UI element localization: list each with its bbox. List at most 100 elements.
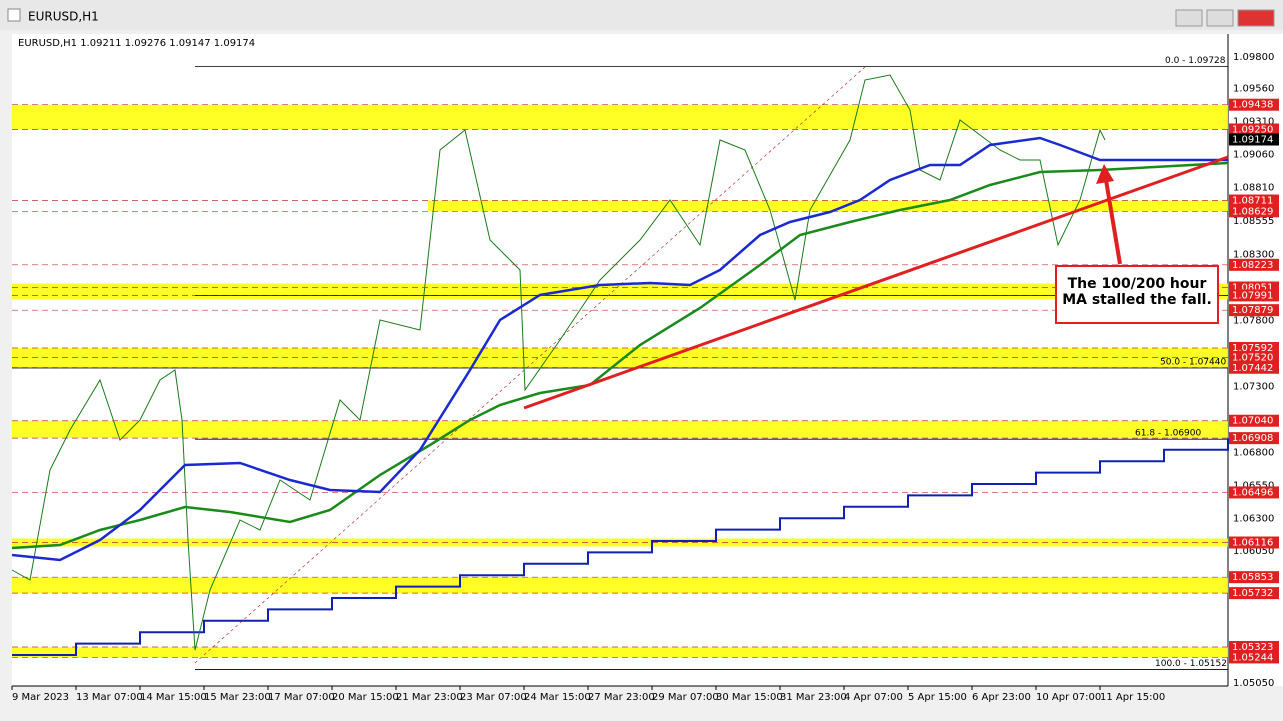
date-label: 10 Apr 07:00 [1036,692,1101,703]
date-label: 21 Mar 23:00 [396,692,463,703]
level-label: 1.07442 [1232,363,1273,374]
price-tick-label: 1.07800 [1233,316,1274,327]
level-label: 1.07592 [1232,343,1273,354]
date-label: 17 Mar 07:00 [268,692,335,703]
level-tag [1229,414,1279,427]
zone [12,420,1228,439]
zone [12,347,1228,368]
level-tag [1229,486,1279,499]
level-tag [1229,432,1279,445]
level-tag [1229,361,1279,374]
date-label: 30 Mar 15:00 [716,692,783,703]
price-tick-label: 1.06800 [1233,447,1274,458]
arrow-head [1096,164,1114,184]
price-tick-label: 1.08300 [1233,250,1274,261]
level-tag [1229,194,1279,207]
level-tag [1229,205,1279,218]
level-label: 1.06496 [1232,487,1273,498]
date-label: 14 Mar 15:00 [140,692,207,703]
ma-200 [11,161,1229,550]
level-tag [1229,571,1279,584]
level-tag [1229,587,1279,600]
level-tag [1229,133,1279,146]
level-label: 1.05323 [1232,642,1273,653]
zones [12,104,1228,658]
fib-label: 0.0 - 1.09728 [1165,56,1226,66]
zone [12,577,1228,594]
price-tick-label: 1.09310 [1233,117,1274,128]
date-label: 9 Mar 2023 [12,692,69,703]
date-label: 15 Mar 23:00 [204,692,271,703]
ma-100 [11,136,1228,562]
price-tick-label: 1.06550 [1233,480,1274,491]
level-label: 1.07991 [1232,290,1273,301]
date-label: 6 Apr 23:00 [972,692,1031,703]
level-label: 1.09174 [1232,135,1273,146]
close-button[interactable] [1237,9,1275,27]
level-label: 1.07879 [1232,305,1273,316]
zone [12,647,1228,658]
d1-ma [12,438,1229,656]
level-tag [1229,641,1279,654]
date-label: 27 Mar 23:00 [588,692,655,703]
minimize-button[interactable] [1175,9,1203,27]
maximize-button[interactable] [1206,9,1234,27]
date-label: 5 Apr 15:00 [908,692,967,703]
price-tick-label: 1.06050 [1233,546,1274,557]
level-label: 1.08629 [1232,206,1273,217]
date-label: 13 Mar 07:00 [76,692,143,703]
fib-label: 100.0 - 1.05152 [1155,659,1227,669]
window-icon [7,8,21,22]
level-label: 1.05732 [1232,588,1273,599]
zone [12,283,1228,300]
fib-label: 50.0 - 1.07440 [1160,358,1226,368]
level-tag [1229,98,1279,111]
fib-label: 61.8 - 1.06900 [1135,429,1201,439]
price-tick-label: 1.09800 [1233,52,1274,63]
title-bar [0,0,1283,30]
arrow [1104,179,1122,265]
price-tick-label: 1.09560 [1233,84,1274,95]
date-label: 4 Apr 07:00 [844,692,903,703]
level-label: 1.08051 [1232,283,1273,294]
zone [12,104,1228,130]
zone [428,200,1228,212]
annotation: The 100/200 hour MA stalled the fall. [1062,276,1212,308]
level-label: 1.06908 [1232,433,1273,444]
level-tag [1229,123,1279,136]
price-tick-label: 1.06300 [1233,513,1274,524]
level-label: 1.05244 [1232,652,1273,663]
level-label: 1.06116 [1232,538,1273,549]
level-label: 1.08711 [1232,196,1273,207]
level-tag [1229,304,1279,317]
level-label: 1.09438 [1232,100,1273,111]
date-label: 23 Mar 07:00 [460,692,527,703]
date-label: 24 Mar 15:00 [524,692,591,703]
price-tick-label: 1.09060 [1233,150,1274,161]
price-tick-label: 1.08555 [1233,216,1274,227]
price-tick-label: 1.07300 [1233,381,1274,392]
level-label: 1.05853 [1232,572,1273,583]
chart-header: EURUSD,H1 1.09211 1.09276 1.09147 1.0917… [18,38,255,49]
level-tag [1229,289,1279,302]
window-title: EURUSD,H1 [28,10,99,24]
zone [12,538,1228,547]
level-tag [1229,341,1279,354]
date-label: 20 Mar 15:00 [332,692,399,703]
level-label: 1.09250 [1232,124,1273,135]
level-label: 1.08223 [1232,260,1273,271]
date-label: 31 Mar 23:00 [780,692,847,703]
price-tick-label: 1.05050 [1233,678,1274,689]
annotation-box [1055,265,1219,324]
level-tag [1229,258,1279,271]
level-tag [1229,536,1279,549]
annotation-text: The 100/200 hour MA stalled the fall. [1062,276,1212,308]
lines [11,66,1229,670]
level-tag [1229,351,1279,364]
price-tick-label: 1.08810 [1233,182,1274,193]
level-label: 1.07520 [1232,352,1273,363]
date-label: 29 Mar 07:00 [652,692,719,703]
price [11,74,1106,651]
